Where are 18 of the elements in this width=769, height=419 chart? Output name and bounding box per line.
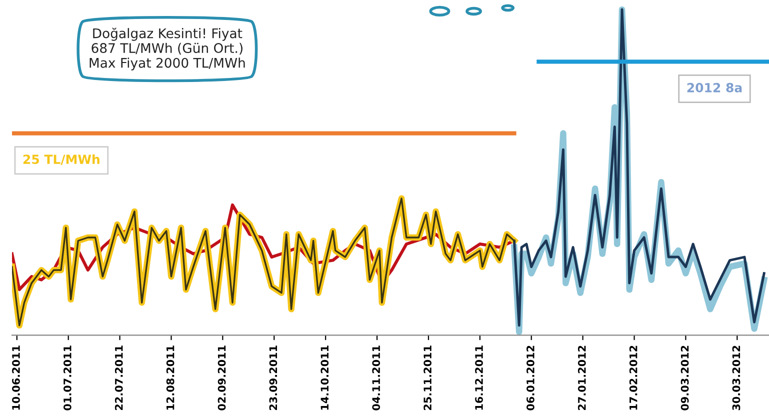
annotation: 2012 8a — [687, 82, 742, 92]
x-tick-label: 14.10.2011 — [320, 346, 329, 410]
x-tick-label: 16.12.2011 — [475, 346, 483, 410]
x-tick-label: 17.02.2012 — [629, 346, 638, 410]
x-tick-label: 27.01.2012 — [578, 346, 586, 410]
x-tick-label: 22.07.2011 — [114, 346, 123, 410]
x-tick-label: 04.11.2011 — [372, 346, 380, 410]
x-tick-label: 30.03.2012 — [732, 346, 740, 410]
x-tick-label: 06.01.2012 — [526, 346, 534, 410]
x-tick-label: 25.11.2011 — [424, 346, 432, 410]
x-tick-label: 01.07.2011 — [63, 346, 72, 410]
x-tick-label: 09.03.2012 — [680, 346, 689, 410]
x-tick-label: 23.09.2011 — [269, 346, 278, 410]
x-tick-label: 02.09.2011 — [218, 346, 226, 410]
x-tick-label: 12.08.2011 — [166, 346, 174, 410]
annotation: 25 TL/MWh — [23, 154, 100, 166]
x-tick-label: 10.06.2011 — [12, 346, 20, 410]
annotation: Doğalgaz Kesinti! Fiyat 687 TL/MWh (Gün Ort.) Max Fiyat 2000 TL/MWh — [90, 28, 245, 70]
